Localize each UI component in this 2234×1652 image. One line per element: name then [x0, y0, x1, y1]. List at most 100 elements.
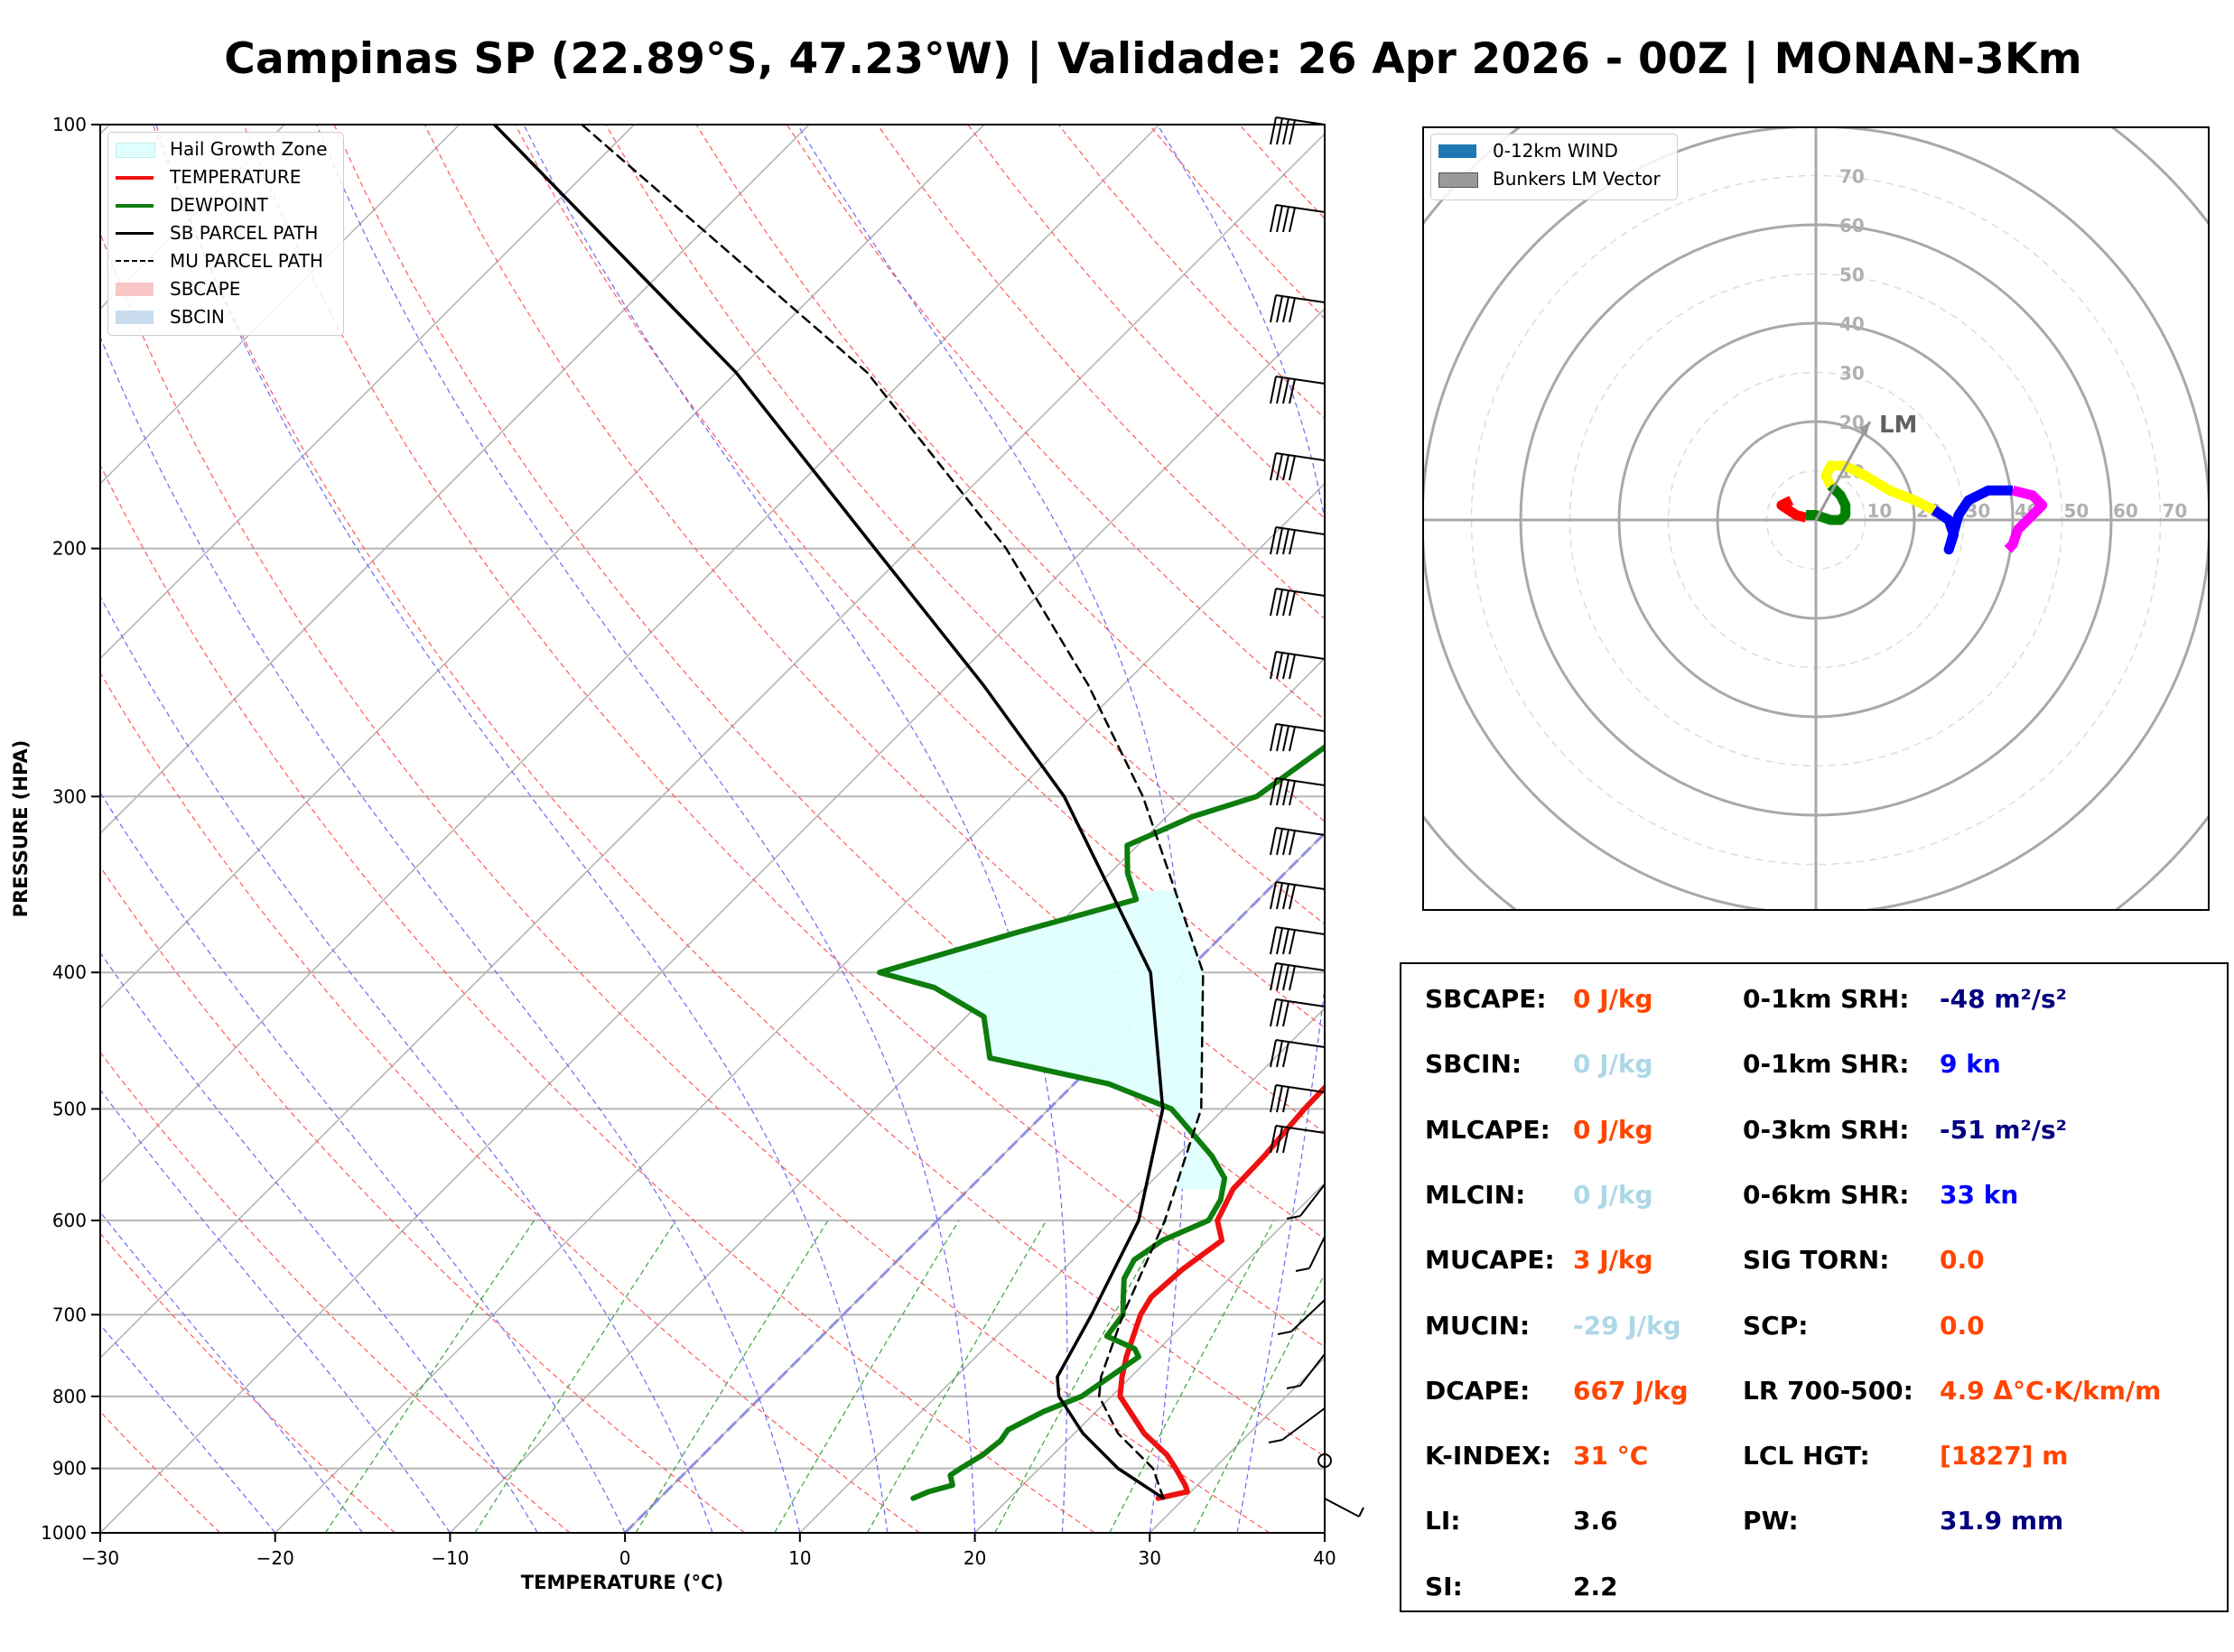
- wind-barb-flag: [1289, 654, 1296, 680]
- y-axis-label: PRESSURE (HPA): [10, 740, 32, 918]
- y-tick-label: 1000: [41, 1522, 87, 1544]
- isotherm: [100, 307, 1325, 1533]
- x-axis-label: TEMPERATURE (°C): [521, 1572, 723, 1593]
- series-dewpoint: [876, 743, 1325, 1501]
- hodograph-ring-label: 50: [1839, 265, 1865, 286]
- x-tick-label: 0: [619, 1547, 631, 1569]
- dry-adiabat: [100, 671, 920, 1533]
- wind-barb-flag: [1282, 296, 1289, 323]
- wind-barb-flag: [1276, 882, 1283, 910]
- wind-barb-flag: [1282, 1041, 1289, 1068]
- x-tick-label: −30: [81, 1547, 119, 1569]
- legend-swatch: [116, 311, 154, 324]
- index-value: 3 J/kg: [1573, 1245, 1653, 1276]
- wind-barb-flag: [1270, 777, 1277, 806]
- index-label: PW:: [1743, 1506, 1799, 1536]
- hodograph-segment: [2004, 485, 2048, 553]
- index-label: 0-3km SRH:: [1743, 1114, 1910, 1145]
- index-label: MLCIN:: [1425, 1179, 1526, 1210]
- isotherm: [100, 125, 810, 835]
- wind-barb-flag: [1270, 827, 1277, 856]
- isotherm: [974, 1182, 1325, 1533]
- x-tick-label: 30: [1139, 1547, 1161, 1569]
- wind-barb: [1275, 777, 1326, 786]
- x-tick-label: 40: [1313, 1547, 1336, 1569]
- lm-label: LM: [1879, 412, 1917, 439]
- x-tick-label: −20: [256, 1547, 294, 1569]
- index-value: 2.2: [1573, 1571, 1618, 1601]
- wind-barb-flag: [1270, 588, 1277, 617]
- wind-barb-flag: [1289, 378, 1296, 404]
- hodograph-frame: [1422, 126, 2210, 911]
- hail-growth-zone-fill: [879, 890, 1225, 1190]
- moist-adiabat: [100, 1211, 364, 1533]
- wind-barb: [1308, 1236, 1326, 1269]
- wind-barb-flag: [1276, 295, 1283, 323]
- wind-barb-flag: [1270, 376, 1277, 404]
- x-tick-label: 10: [788, 1547, 811, 1569]
- wind-barb-flag: [1289, 929, 1296, 955]
- legend-swatch: [116, 176, 154, 180]
- wind-barbs: [1268, 116, 1364, 1517]
- legend-label: SBCIN: [170, 306, 225, 328]
- wind-barb-flag: [1282, 725, 1289, 752]
- hodograph-segment: [1931, 485, 2013, 555]
- wind-barb-flag: [1358, 1507, 1364, 1517]
- index-label: DCAPE:: [1425, 1375, 1531, 1406]
- index-label: MUCAPE:: [1425, 1245, 1555, 1276]
- isotherm: [100, 125, 1160, 1184]
- mixing-ratio-line: [774, 1220, 960, 1533]
- isotherm: [100, 133, 1325, 1360]
- index-value: 4.9 Δ°C·K/km/m: [1940, 1375, 2162, 1406]
- hodograph-segment: [1776, 496, 1808, 523]
- wind-barb-flag: [1270, 204, 1277, 233]
- legend-swatch: [116, 283, 154, 296]
- hodograph-ring-label: 70: [1839, 166, 1865, 188]
- moist-adiabat: [100, 951, 538, 1533]
- wind-barb-flag: [1276, 205, 1283, 233]
- isotherm: [100, 125, 985, 1009]
- hodograph-trace: LM: [1776, 412, 2048, 555]
- skewt-axes: −30 −20 −10 0 10 20 30 40 100 200 300 400 500 600 700 8…: [10, 114, 1336, 1593]
- wind-barb-flag: [1286, 1385, 1301, 1389]
- skewt-legend: Hail Growth Zone TEMPERATURE DEWPOINT SB…: [107, 132, 344, 336]
- hodograph-ring-label: 60: [2113, 500, 2138, 522]
- index-value: 0.0: [1940, 1310, 1985, 1341]
- wind-barb: [1299, 1183, 1326, 1217]
- y-tick-label: 200: [52, 538, 87, 560]
- wind-barb-flag: [1276, 828, 1283, 856]
- index-label: SBCAPE:: [1425, 984, 1547, 1014]
- y-tick-label: 100: [52, 114, 87, 135]
- index-label: 0-6km SHR:: [1743, 1179, 1910, 1210]
- wind-barb-flag: [1289, 780, 1296, 806]
- wind-barb-flag: [1270, 881, 1277, 910]
- dry-adiabat: [100, 463, 1095, 1533]
- hodograph-legend: 0-12km WIND Bunkers LM Vector: [1430, 134, 1678, 200]
- y-tick-label: 500: [52, 1098, 87, 1119]
- mixing-ratio-line: [635, 1220, 829, 1533]
- index-label: 0-1km SRH:: [1743, 984, 1910, 1014]
- wind-barb-flag: [1270, 452, 1277, 481]
- legend-swatch: [116, 143, 155, 158]
- wind-barb-flag: [1276, 999, 1283, 1027]
- mixing-ratio-line: [474, 1220, 677, 1533]
- wind-barb: [1281, 1407, 1326, 1441]
- wind-barb-flag: [1289, 207, 1296, 233]
- wind-barb: [1275, 926, 1326, 935]
- mixing-ratio-line: [1109, 1220, 1275, 1533]
- wind-barb-flag: [1282, 928, 1289, 955]
- moist-adiabat: [100, 595, 713, 1533]
- index-value: -29 J/kg: [1573, 1310, 1681, 1341]
- index-value: 31 °C: [1573, 1441, 1649, 1471]
- wind-barb-flag: [1289, 590, 1296, 617]
- isotherm: [449, 657, 1325, 1533]
- legend-label: MU PARCEL PATH: [170, 250, 323, 272]
- wind-barb-flag: [1295, 1267, 1310, 1272]
- index-value: 9 kn: [1940, 1049, 2001, 1080]
- isotherm: [100, 125, 635, 660]
- wind-barb-flag: [1289, 726, 1296, 752]
- wind-barb-flag: [1282, 206, 1289, 233]
- wind-barb-flag: [1289, 884, 1296, 910]
- wind-barb-flag: [1282, 1127, 1289, 1154]
- wind-barb-flag: [1282, 779, 1289, 806]
